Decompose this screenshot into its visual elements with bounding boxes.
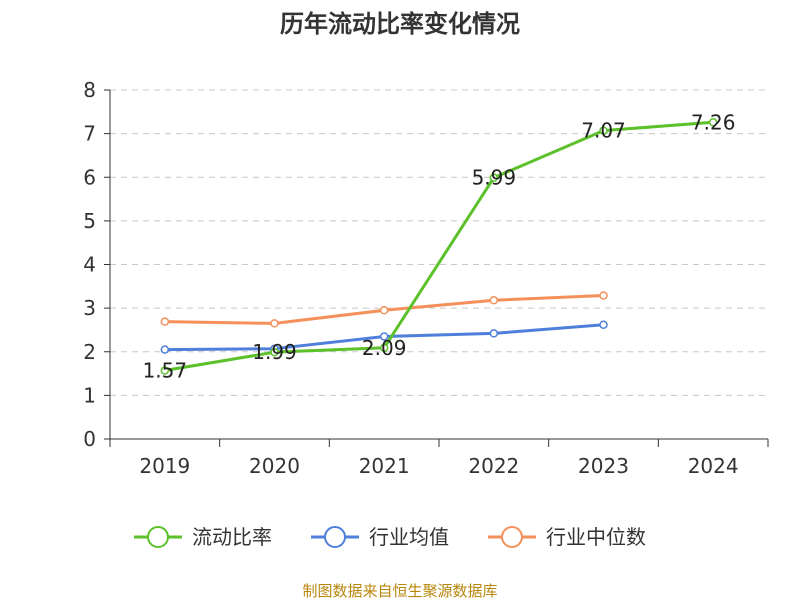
y-tick-label-1: 1 bbox=[83, 383, 96, 407]
data-label-2022: 5.99 bbox=[472, 166, 517, 190]
y-tick-label-5: 5 bbox=[83, 209, 96, 233]
y-tick-label-7: 7 bbox=[83, 122, 96, 146]
legend-marker-2 bbox=[501, 526, 523, 548]
point-s0-2022 bbox=[489, 173, 499, 182]
data-label-2024: 7.26 bbox=[691, 110, 736, 134]
chart-title: 历年流动比率变化情况 bbox=[280, 10, 520, 38]
legend-label-2: 行业中位数 bbox=[546, 525, 646, 549]
legend-marker-0 bbox=[147, 526, 169, 548]
x-tick-label-2019: 2019 bbox=[139, 454, 190, 478]
point-s2-2023 bbox=[599, 291, 608, 300]
y-tick-label-4: 4 bbox=[83, 253, 96, 277]
x-tick-label-2022: 2022 bbox=[468, 454, 519, 478]
series-layer bbox=[160, 118, 718, 375]
point-s1-2023 bbox=[599, 320, 608, 329]
y-tick-label-8: 8 bbox=[83, 78, 96, 102]
x-tick-label-2021: 2021 bbox=[359, 454, 410, 478]
point-s2-2022 bbox=[489, 296, 499, 305]
data-label-layer: 1.57 1.99 2.09 5.99 7.07 7.26 bbox=[143, 110, 736, 382]
point-s0-2024 bbox=[708, 118, 718, 127]
point-s0-2019 bbox=[160, 366, 170, 375]
x-tick-label-2020: 2020 bbox=[249, 454, 300, 478]
data-label-2021: 2.09 bbox=[362, 336, 407, 360]
point-s1-2019 bbox=[160, 345, 170, 354]
legend: 流动比率 行业均值 行业中位数 bbox=[134, 525, 646, 549]
data-label-2020: 1.99 bbox=[252, 340, 297, 364]
x-tick-label-2023: 2023 bbox=[578, 454, 629, 478]
y-tick-label-2: 2 bbox=[83, 340, 96, 364]
data-label-2019: 1.57 bbox=[143, 359, 188, 383]
point-s2-2021 bbox=[379, 306, 389, 315]
legend-label-1: 行业均值 bbox=[369, 525, 449, 549]
point-s0-2023 bbox=[599, 126, 608, 135]
x-tick-label-2024: 2024 bbox=[688, 454, 739, 478]
data-label-2023: 7.07 bbox=[581, 119, 626, 143]
legend-marker-1 bbox=[324, 526, 346, 548]
point-s1-2021 bbox=[379, 332, 389, 341]
y-tick-label-3: 3 bbox=[83, 296, 96, 320]
y-tick-label-0: 0 bbox=[83, 427, 96, 451]
point-s0-2021 bbox=[379, 343, 389, 353]
point-s2-2019 bbox=[160, 317, 170, 326]
legend-label-0: 流动比率 bbox=[192, 525, 272, 549]
point-s2-2020 bbox=[270, 319, 279, 328]
y-tick-label-6: 6 bbox=[83, 165, 96, 189]
series-line-0 bbox=[164, 120, 714, 372]
point-s1-2022 bbox=[489, 329, 499, 338]
source-note: 制图数据来自恒生聚源数据库 bbox=[302, 582, 497, 600]
axis-layer: 0 1 2 3 4 5 6 7 8 2019 2020 2021 2022 2023 2024 bbox=[83, 78, 769, 478]
point-s0-2020 bbox=[270, 347, 279, 357]
